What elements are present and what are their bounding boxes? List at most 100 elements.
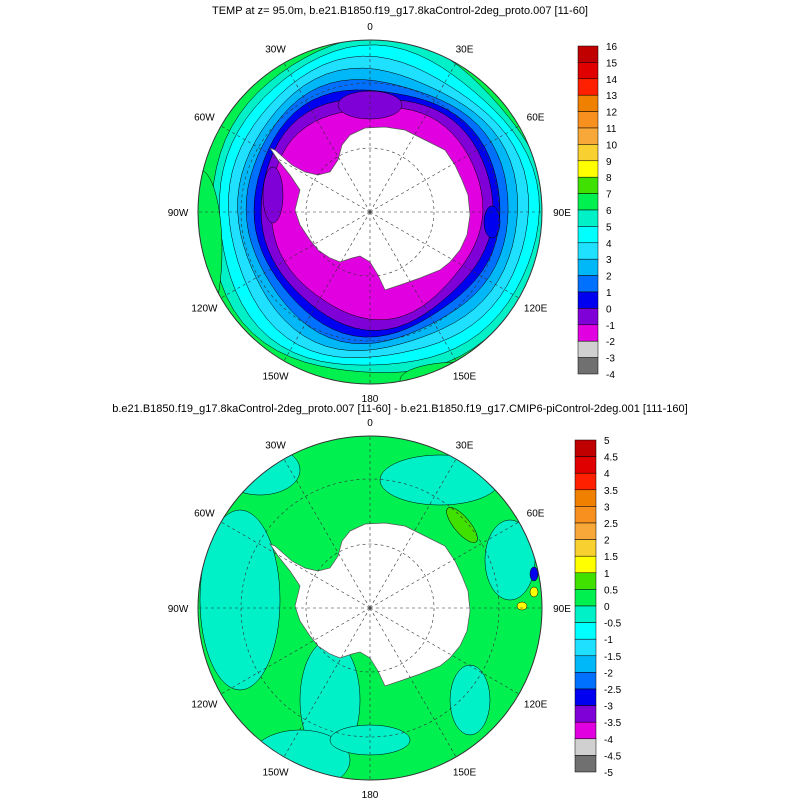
longitude-label: 180 xyxy=(362,394,379,405)
colorbar-label: 7 xyxy=(606,190,612,201)
map-field xyxy=(198,40,542,384)
colorbar-bin xyxy=(577,258,599,276)
colorbar-bin xyxy=(577,45,599,63)
colorbar-label: 2.5 xyxy=(604,519,618,530)
colorbar-label: 0.5 xyxy=(604,585,618,596)
colorbar-label: -3 xyxy=(606,354,615,365)
colorbar-label: -1 xyxy=(604,635,613,646)
longitude-label: 150W xyxy=(262,372,289,383)
longitude-label: 120E xyxy=(524,304,548,315)
colorbar-bin xyxy=(574,605,597,623)
longitude-gridline xyxy=(220,211,371,299)
cyan-patch xyxy=(219,444,301,496)
map-title: b.e21.B1850.f19_g17.8kaControl-2deg_prot… xyxy=(112,403,687,415)
cyan-patch xyxy=(484,519,536,601)
longitude-label: 120E xyxy=(524,700,548,711)
colorbar-label: 8 xyxy=(606,173,612,184)
colorbar-label: 1 xyxy=(604,569,610,580)
colorbar-bin xyxy=(577,160,599,178)
colorbar-label: 2 xyxy=(606,272,612,283)
colorbar-bin xyxy=(574,688,597,706)
colorbar-bin xyxy=(574,489,597,507)
map-border xyxy=(197,435,543,781)
colorbar-label: 14 xyxy=(606,75,618,86)
map-panel-1: TEMP at z= 95.0m, b.e21.B1850.f19_g17.8k… xyxy=(168,5,618,405)
longitude-gridline xyxy=(369,607,457,758)
bellingshausen-patch xyxy=(262,166,284,224)
longitude-label: 30E xyxy=(456,44,474,55)
colorbar-bin xyxy=(574,638,597,657)
longitude-gridline xyxy=(369,125,520,213)
colorbar-label: 12 xyxy=(606,108,618,119)
kerguelen-patch xyxy=(483,205,501,239)
blue-patch xyxy=(529,566,539,582)
colorbar-label: -3.5 xyxy=(604,718,622,729)
colorbar-bin xyxy=(577,176,599,194)
colorbar-bin xyxy=(574,705,597,723)
map-title: TEMP at z= 95.0m, b.e21.B1850.f19_g17.8k… xyxy=(212,5,588,17)
colorbar-label: -1.5 xyxy=(604,652,622,663)
colorbar-bin xyxy=(574,721,597,740)
longitude-label: 150E xyxy=(453,768,477,779)
longitude-label: 150W xyxy=(262,768,289,779)
longitude-gridline xyxy=(369,211,520,299)
yellow-patch xyxy=(516,601,528,611)
colorbar-label: 4 xyxy=(604,469,610,480)
colorbar-bin xyxy=(577,111,599,129)
colorbar-bin xyxy=(574,738,597,756)
colorbar-bin xyxy=(577,357,599,375)
cyan-patch xyxy=(449,664,491,736)
longitude-gridline xyxy=(220,607,371,695)
longitude-gridline xyxy=(369,607,520,695)
colorbar-label: -4 xyxy=(604,735,613,746)
colorbar-label: 5 xyxy=(606,222,612,233)
colorbar-label: -4.5 xyxy=(604,751,622,762)
colorbar-label: -0.5 xyxy=(604,619,622,630)
longitude-gridline xyxy=(283,211,371,362)
longitude-gridline xyxy=(283,62,371,213)
colorbar-label: -2 xyxy=(606,337,615,348)
colorbar-label: -5 xyxy=(604,768,613,779)
map-panel-2: b.e21.B1850.f19_g17.8kaControl-2deg_prot… xyxy=(112,403,687,800)
colorbar-label: 0 xyxy=(604,602,610,613)
longitude-label: 150E xyxy=(453,372,477,383)
longitude-label: 0 xyxy=(367,22,373,33)
colorbar-label: 15 xyxy=(606,58,618,69)
longitude-label: 90E xyxy=(553,604,571,615)
colorbar-bin xyxy=(574,522,597,540)
longitude-label: 60E xyxy=(527,508,545,519)
colorbar-bin xyxy=(577,62,599,80)
colorbar-label: -1 xyxy=(606,321,615,332)
colorbar-bin xyxy=(577,324,599,342)
colorbar-bin xyxy=(577,209,599,227)
longitude-gridline xyxy=(369,62,457,213)
longitude-label: 60W xyxy=(194,112,215,123)
longitude-label: 180 xyxy=(362,790,379,800)
colorbar-bin xyxy=(574,506,597,524)
colorbar-bin xyxy=(574,439,597,457)
longitude-label: 120W xyxy=(191,700,218,711)
longitude-label: 30W xyxy=(265,440,286,451)
colorbar-bin xyxy=(577,193,599,211)
colorbar-bin xyxy=(577,144,599,162)
colorbar-label: 4 xyxy=(606,239,612,250)
colorbar-label: 10 xyxy=(606,140,618,151)
colorbar-label: 3 xyxy=(606,255,612,266)
longitude-label: 60W xyxy=(194,508,215,519)
longitude-label: 30E xyxy=(456,440,474,451)
longitude-gridline xyxy=(283,607,371,758)
longitude-label: 30W xyxy=(265,44,286,55)
longitude-gridline xyxy=(220,125,371,213)
colorbar-bin xyxy=(577,275,599,293)
colorbar-bin xyxy=(577,340,599,358)
colorbar-bin xyxy=(574,472,597,491)
colorbar-label: 13 xyxy=(606,91,618,102)
colorbar-bin xyxy=(574,572,597,590)
longitude-label: 90W xyxy=(168,604,189,615)
colorbar-bin xyxy=(577,127,599,145)
colorbar-label: -2.5 xyxy=(604,685,622,696)
longitude-gridline xyxy=(369,458,457,609)
colorbar-bin xyxy=(577,308,599,326)
colorbar-label: 3.5 xyxy=(604,486,618,497)
longitude-gridline xyxy=(220,521,371,609)
